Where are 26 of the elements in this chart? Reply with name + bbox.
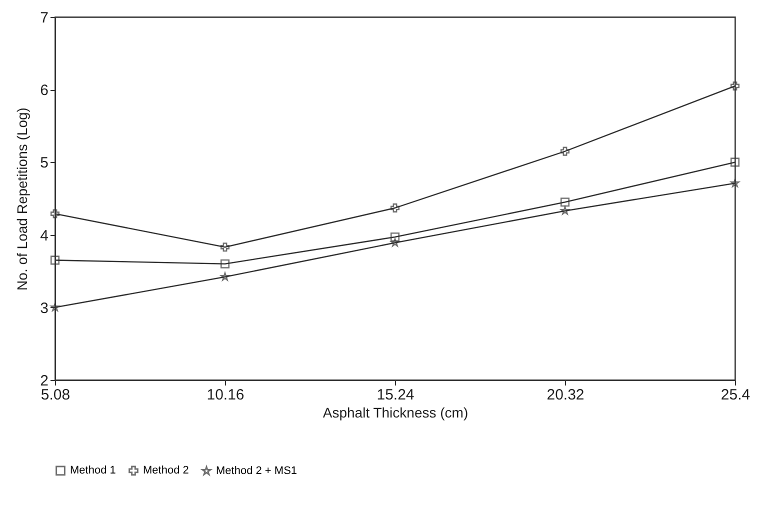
legend-label: Method 2 — [143, 464, 189, 477]
point — [390, 203, 400, 212]
y-tick-label: 6 — [40, 82, 48, 100]
y-axis-title: No. of Load Repetitions (Log) — [14, 108, 30, 290]
x-tick-label: 20.32 — [546, 386, 584, 404]
point — [220, 242, 230, 252]
x-axis-title: Asphalt Thickness (cm) — [322, 404, 468, 420]
y-tick-label: 7 — [40, 10, 48, 26]
y-tick-label: 3 — [40, 300, 48, 317]
point — [560, 146, 570, 156]
legend-label: Method 1 — [70, 464, 116, 477]
point — [50, 256, 60, 265]
point — [560, 198, 570, 207]
y-tick-label: 5 — [40, 154, 48, 172]
point — [220, 259, 230, 268]
point — [50, 209, 60, 218]
point — [730, 158, 740, 167]
y-tick-label: 2 — [40, 372, 48, 390]
legend-label: Method 2 + MS1 — [216, 465, 298, 478]
y-tick-label: 4 — [40, 227, 48, 244]
x-tick-label: 5.08 — [40, 386, 70, 404]
point — [390, 232, 400, 242]
x-tick-label: 10.16 — [206, 386, 244, 404]
x-tick-label: 15.24 — [376, 386, 414, 404]
x-tick-label: 25.4 — [720, 386, 750, 404]
point — [730, 81, 740, 90]
